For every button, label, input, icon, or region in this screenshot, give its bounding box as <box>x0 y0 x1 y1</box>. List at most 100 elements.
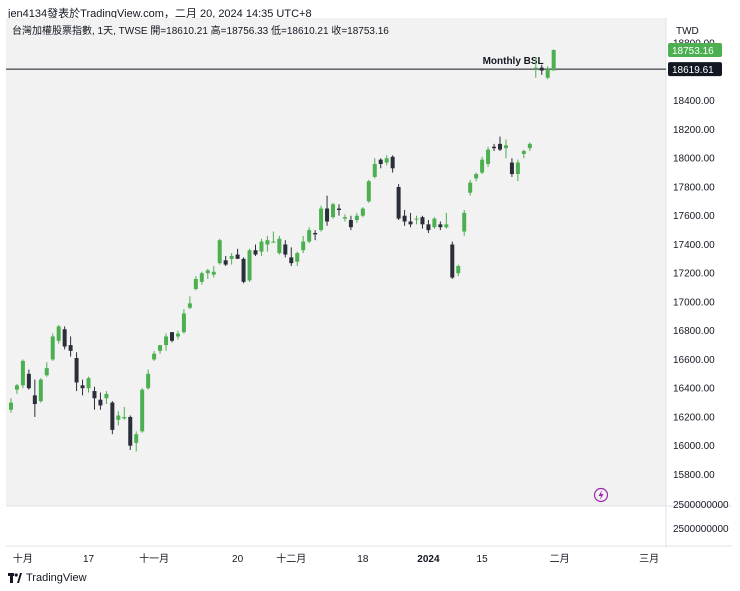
candle-body[interactable] <box>140 389 145 432</box>
candle-body[interactable] <box>193 278 198 290</box>
candle-body[interactable] <box>539 67 544 71</box>
candle-body[interactable] <box>152 353 157 360</box>
candle-body[interactable] <box>462 212 467 232</box>
candle-body[interactable] <box>319 208 324 231</box>
candle-body[interactable] <box>396 186 401 219</box>
candle-body[interactable] <box>331 204 336 218</box>
candle-body[interactable] <box>229 255 234 259</box>
candle-body[interactable] <box>205 270 210 274</box>
candle-body[interactable] <box>342 217 347 219</box>
candle-body[interactable] <box>116 415 121 420</box>
candle-body[interactable] <box>498 143 502 150</box>
candle-body[interactable] <box>158 345 163 351</box>
candle-body[interactable] <box>521 151 526 154</box>
candle-body[interactable] <box>265 240 270 245</box>
candle-body[interactable] <box>68 345 73 351</box>
candle-body[interactable] <box>289 257 294 264</box>
candle-body[interactable] <box>56 326 61 341</box>
price-pane-background <box>6 18 666 506</box>
candle-body[interactable] <box>432 218 437 228</box>
candle-body[interactable] <box>74 358 79 383</box>
candle-body[interactable] <box>44 368 49 376</box>
candle-body[interactable] <box>301 241 306 251</box>
candle-body[interactable] <box>259 241 264 252</box>
candle-body[interactable] <box>241 258 246 282</box>
candle-body[interactable] <box>384 158 389 163</box>
lightning-icon[interactable] <box>593 487 609 503</box>
candle-body[interactable] <box>474 174 479 179</box>
candle-body[interactable] <box>325 208 330 222</box>
candle-body[interactable] <box>450 244 455 278</box>
candle-body[interactable] <box>426 224 431 231</box>
candle-body[interactable] <box>486 149 491 164</box>
candle-body[interactable] <box>509 162 514 175</box>
candle-body[interactable] <box>181 313 186 333</box>
y-tick-label: 17000.00 <box>673 297 715 308</box>
candle-body[interactable] <box>533 67 538 70</box>
candle-body[interactable] <box>527 143 532 149</box>
candle-body[interactable] <box>175 333 180 337</box>
candle-body[interactable] <box>336 208 341 210</box>
candle-body[interactable] <box>480 159 485 173</box>
candle-body[interactable] <box>50 336 55 360</box>
candle-body[interactable] <box>283 244 288 255</box>
candle-body[interactable] <box>26 373 31 389</box>
candle-body[interactable] <box>62 329 67 347</box>
candle-body[interactable] <box>122 416 127 419</box>
candle-body[interactable] <box>235 254 240 259</box>
candle-body[interactable] <box>199 273 204 282</box>
candle-body[interactable] <box>187 303 192 308</box>
chart-header-title: jen4134發表於TradingView.com，二月 20, 2024 14… <box>8 8 312 20</box>
candle-body[interactable] <box>408 221 413 225</box>
candle-body[interactable] <box>80 385 85 389</box>
candle-body[interactable] <box>253 250 258 255</box>
candle-body[interactable] <box>104 393 109 399</box>
candle-body[interactable] <box>295 253 300 262</box>
candle-body[interactable] <box>164 336 169 346</box>
candle-body[interactable] <box>456 266 461 274</box>
candle-body[interactable] <box>128 416 133 446</box>
candle-body[interactable] <box>360 208 365 216</box>
candle-body[interactable] <box>98 399 103 406</box>
candle-body[interactable] <box>277 238 282 254</box>
candle-body[interactable] <box>92 391 97 399</box>
candle-body[interactable] <box>372 163 377 177</box>
candle-body[interactable] <box>438 224 443 228</box>
candle-body[interactable] <box>247 250 252 281</box>
candle-body[interactable] <box>38 379 43 402</box>
candle-body[interactable] <box>134 434 139 443</box>
candle-body[interactable] <box>14 385 19 390</box>
candle-body[interactable] <box>32 395 37 405</box>
candle-body[interactable] <box>366 181 371 202</box>
candle-body[interactable] <box>223 260 228 265</box>
candle-body[interactable] <box>444 224 449 228</box>
price-tag <box>668 42 722 57</box>
x-tick-label: 20 <box>232 554 244 565</box>
candle-body[interactable] <box>8 402 13 410</box>
candle-body[interactable] <box>170 332 174 341</box>
candle-body[interactable] <box>146 373 151 389</box>
candle-body[interactable] <box>354 215 359 221</box>
candle-body[interactable] <box>86 378 91 389</box>
candle-body[interactable] <box>402 215 407 222</box>
tradingview-footer[interactable]: TradingView <box>8 572 87 584</box>
candlestick-chart[interactable]: 台灣加權股票指數, 1天, TWSE 開=18610.21 高=18756.33… <box>6 18 732 568</box>
candle-body[interactable] <box>271 241 276 243</box>
candle-body[interactable] <box>503 145 508 149</box>
candle-body[interactable] <box>515 162 520 175</box>
candle-body[interactable] <box>378 159 383 164</box>
candle-body[interactable] <box>211 271 216 275</box>
candle-body[interactable] <box>492 146 497 149</box>
candle-body[interactable] <box>20 360 25 386</box>
candle-body[interactable] <box>420 217 425 225</box>
candle-body[interactable] <box>390 156 395 169</box>
candle-body[interactable] <box>313 232 318 235</box>
candle-body[interactable] <box>110 402 115 430</box>
candle-body[interactable] <box>217 240 222 264</box>
candle-body[interactable] <box>348 220 353 228</box>
candle-body[interactable] <box>551 49 556 71</box>
candle-body[interactable] <box>545 69 550 78</box>
candle-body[interactable] <box>414 218 419 220</box>
candle-body[interactable] <box>468 182 473 193</box>
candle-body[interactable] <box>307 230 312 242</box>
